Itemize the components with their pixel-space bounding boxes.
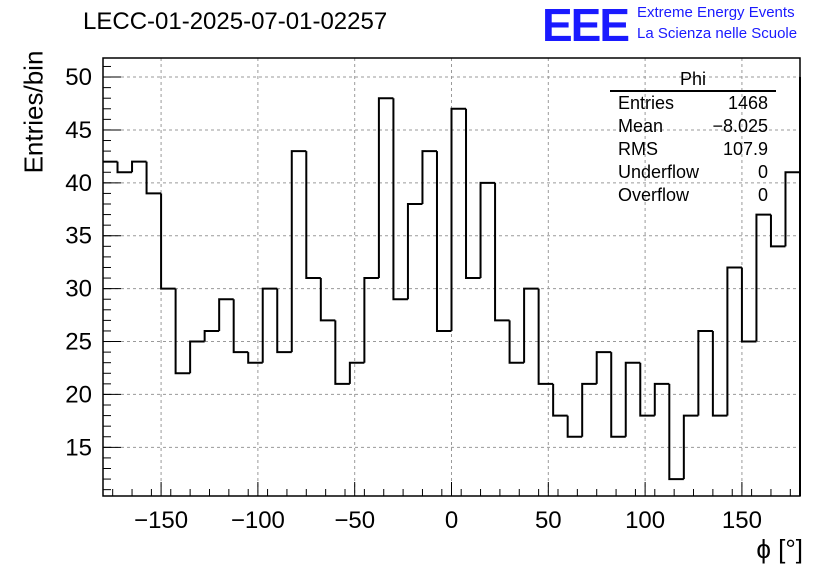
y-tick-label: 30	[65, 276, 92, 303]
stats-label: Overflow	[618, 185, 690, 205]
stats-label: Underflow	[618, 162, 700, 182]
histogram-bin	[232, 299, 249, 354]
histogram-bin	[203, 329, 220, 342]
histogram-bin	[755, 213, 771, 342]
histogram-bin	[639, 362, 655, 417]
y-tick-label: 25	[65, 329, 92, 356]
histogram-bin	[711, 330, 728, 417]
stats-row-entries: Entries 1468	[610, 92, 776, 115]
histogram-bin	[769, 214, 786, 248]
stats-value: 1468	[727, 93, 768, 113]
y-tick-label: 20	[65, 381, 92, 408]
histogram-bin	[610, 352, 626, 438]
histogram-bin	[131, 160, 147, 173]
y-tick-label: 40	[65, 170, 92, 197]
histogram-bin	[784, 171, 800, 247]
histogram-bin	[145, 161, 162, 195]
stats-row-rms: RMS 107.9	[610, 138, 776, 161]
histogram-bin	[276, 288, 292, 354]
x-tick-label: −150	[134, 507, 188, 534]
stats-value: 0	[757, 185, 768, 205]
histogram-bin	[363, 277, 379, 363]
histogram-bin	[174, 288, 191, 375]
histogram-bin	[566, 415, 583, 438]
stats-row-mean: Mean −8.025	[610, 115, 776, 138]
histogram-bin	[726, 266, 742, 416]
histogram-bin	[581, 382, 597, 437]
histogram-bin	[189, 340, 205, 374]
histogram-bin	[523, 287, 539, 363]
x-axis-label: ϕ [°]	[756, 534, 803, 564]
stats-label: RMS	[618, 139, 658, 159]
y-tick-label: 15	[65, 434, 92, 461]
histogram-bin	[508, 320, 525, 364]
histogram-bin	[319, 278, 336, 322]
stats-value: 107.9	[722, 139, 768, 159]
x-tick-label: −100	[231, 507, 285, 534]
histogram-bin	[116, 161, 133, 174]
x-tick-label: 0	[445, 507, 458, 534]
histogram-bin	[261, 287, 278, 363]
histogram-bin	[537, 288, 554, 385]
y-tick-label: 50	[65, 64, 92, 91]
histogram-bin	[334, 320, 350, 385]
histogram-bin	[247, 352, 263, 364]
histogram-bin	[160, 193, 176, 290]
x-tick-label: 150	[722, 507, 762, 534]
brand-line-1: Extreme Energy Events	[637, 4, 795, 21]
stats-value: −8.025	[712, 116, 768, 136]
stats-value: 0	[757, 162, 768, 182]
histogram-bin	[595, 351, 612, 384]
x-tick-label: 50	[535, 507, 562, 534]
histogram-bin	[465, 108, 481, 280]
histogram-bin	[421, 150, 437, 204]
axis-layer: −150 −100 −50 0 50 100 150 15 20 25 30 35 40 45 50	[65, 57, 801, 534]
histogram-bin	[218, 298, 234, 331]
y-tick-label: 35	[65, 223, 92, 250]
histogram-bin	[290, 150, 307, 353]
histogram-bin	[740, 267, 757, 343]
histogram-bin	[348, 361, 365, 384]
histogram-bin	[406, 203, 423, 300]
chart-title: LECC-01-2025-07-01-02257	[83, 8, 388, 35]
x-tick-label: 100	[625, 507, 665, 534]
histogram-bin	[435, 151, 452, 332]
y-tick-label: 45	[65, 117, 92, 144]
histogram-bin	[392, 98, 408, 301]
stats-box-title: Phi	[610, 69, 776, 92]
stats-row-overflow: Overflow 0	[610, 184, 776, 207]
histogram-bin	[697, 329, 713, 416]
histogram-bin	[450, 107, 467, 331]
x-tick-label: −50	[334, 507, 375, 534]
eee-logo: EEE	[542, 0, 630, 51]
stats-row-underflow: Underflow 0	[610, 161, 776, 184]
histogram-bin	[668, 383, 684, 481]
stats-label: Mean	[618, 116, 664, 136]
histogram-bin	[682, 414, 699, 480]
stats-box: Phi Entries 1468 Mean −8.025 RMS 107.9 U…	[610, 69, 776, 207]
histogram-bin	[653, 382, 670, 416]
histogram-bin	[494, 182, 510, 322]
stats-label: Entries	[618, 93, 675, 113]
histogram-bin	[479, 181, 496, 279]
histogram-bin	[552, 383, 568, 417]
histogram-bin	[377, 97, 394, 279]
brand-line-2: La Scienza nelle Scuole	[637, 25, 798, 42]
histogram-bin	[305, 151, 321, 280]
histogram-bin	[624, 361, 641, 437]
